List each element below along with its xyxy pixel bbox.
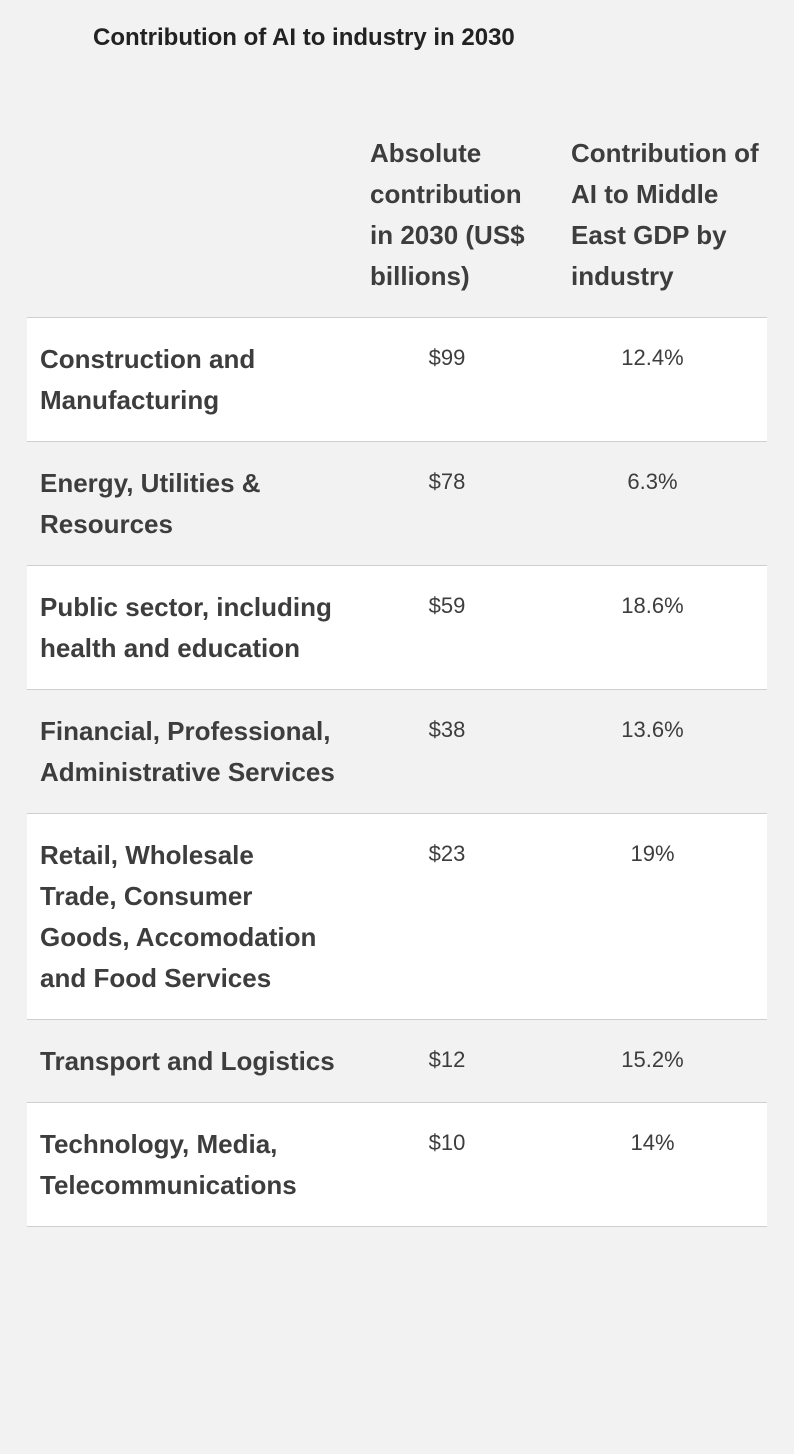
value-cell: $12 <box>356 1019 557 1103</box>
value-cell: 13.6% <box>557 689 767 814</box>
table-row: Transport and Logistics $12 15.2% <box>27 1019 767 1103</box>
table-row: Technology, Media, Telecommunications $10… <box>27 1102 767 1227</box>
value-cell: 19% <box>557 813 767 1020</box>
industry-label: Construction and Manufacturing <box>40 344 256 415</box>
table: Absolute contribution in 2030 (US$ billi… <box>27 118 767 1227</box>
industry-cell: Construction and Manufacturing <box>27 317 356 442</box>
title: Contribution of AI to industry in 2030 <box>93 24 515 51</box>
industry-cell: Financial, Professional, Administrative … <box>27 689 356 814</box>
header-row: Absolute contribution in 2030 (US$ billi… <box>27 118 767 318</box>
table-row: Financial, Professional, Administrative … <box>27 689 767 814</box>
value-cell: 18.6% <box>557 565 767 690</box>
value-cell: $38 <box>356 689 557 814</box>
industry-cell: Retail, Wholesale Trade, Consumer Goods,… <box>27 813 356 1020</box>
value-cell: 15.2% <box>557 1019 767 1103</box>
header-cell <box>27 118 356 318</box>
value-cell: $78 <box>356 441 557 566</box>
value-cell: 6.3% <box>557 441 767 566</box>
industry-label: Transport and Logistics <box>40 1046 335 1076</box>
table-row: Retail, Wholesale Trade, Consumer Goods,… <box>27 813 767 1020</box>
value-cell: 14% <box>557 1102 767 1227</box>
industry-cell: Technology, Media, Telecommunications <box>27 1102 356 1227</box>
header-cell: Absolute contribution in 2030 (US$ billi… <box>370 138 525 291</box>
industry-cell: Energy, Utilities & Resources <box>27 441 356 566</box>
value-cell: $59 <box>356 565 557 690</box>
value-cell: 12.4% <box>557 317 767 442</box>
industry-label: Technology, Media, Telecommunications <box>40 1129 297 1200</box>
table-row: Energy, Utilities & Resources $78 6.3% <box>27 441 767 566</box>
header-cell: Contribution of AI to Middle East GDP by… <box>571 138 759 291</box>
value-cell: $23 <box>356 813 557 1020</box>
table-row: Public sector, including health and educ… <box>27 565 767 690</box>
industry-label: Retail, Wholesale Trade, Consumer Goods,… <box>40 840 317 993</box>
industry-label: Public sector, including health and educ… <box>40 592 332 663</box>
value-cell: $99 <box>356 317 557 442</box>
industry-label: Financial, Professional, Administrative … <box>40 716 335 787</box>
value-cell: $10 <box>356 1102 557 1227</box>
industry-cell: Public sector, including health and educ… <box>27 565 356 690</box>
industry-cell: Transport and Logistics <box>27 1019 356 1103</box>
table-row: Construction and Manufacturing $99 12.4% <box>27 317 767 442</box>
industry-label: Energy, Utilities & Resources <box>40 468 261 539</box>
